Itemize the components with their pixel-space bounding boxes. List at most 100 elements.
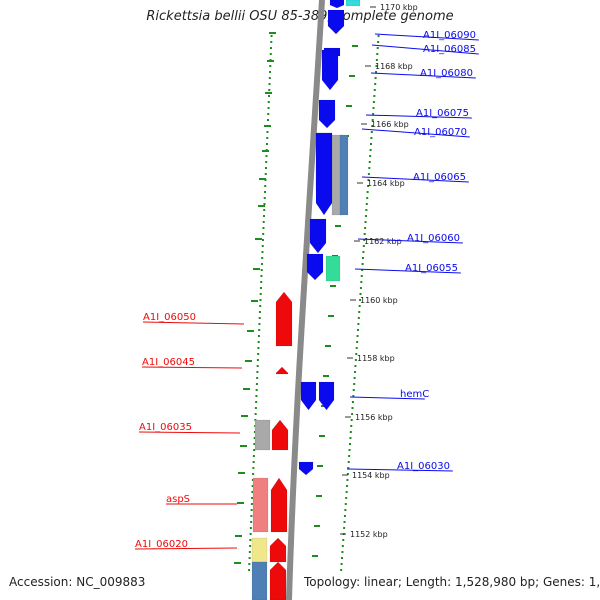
track-dot — [340, 563, 343, 565]
track-tick — [325, 345, 331, 347]
track-tick — [317, 465, 323, 467]
track-dot — [375, 59, 378, 61]
track-dot — [356, 335, 359, 337]
gene-arrow — [329, 0, 345, 9]
track-dot — [261, 245, 264, 247]
track-dot — [261, 239, 264, 241]
track-dot — [359, 299, 362, 301]
track-tick — [346, 105, 352, 107]
track-dot — [254, 413, 257, 415]
track-dot — [256, 365, 259, 367]
track-dot — [267, 107, 270, 109]
track-dot — [268, 83, 271, 85]
track-dot — [347, 467, 350, 469]
track-dot — [367, 179, 370, 181]
track-tick — [316, 495, 322, 497]
gene-arrow — [300, 381, 317, 411]
track-dot — [263, 203, 266, 205]
track-tick — [319, 435, 325, 437]
track-dot — [377, 35, 380, 37]
track-dot — [256, 359, 259, 361]
track-tick — [238, 472, 245, 474]
track-dot — [353, 377, 356, 379]
track-dot — [256, 377, 259, 379]
track-dot — [341, 551, 344, 553]
track-dot — [369, 143, 372, 145]
gene-label: A1I_06080 — [420, 68, 473, 79]
track-dot — [249, 545, 252, 547]
track-tick — [243, 388, 250, 390]
gene-label: A1I_06090 — [423, 30, 476, 41]
track-dot — [360, 275, 363, 277]
track-dot — [356, 341, 359, 343]
track-dot — [344, 503, 347, 505]
track-dot — [260, 275, 263, 277]
track-dot — [343, 527, 346, 529]
track-dot — [349, 437, 352, 439]
genome-summary-text: Topology: linear; Length: 1,528,980 bp; … — [304, 575, 600, 589]
track-tick — [265, 92, 272, 94]
gene-arrow — [318, 381, 335, 411]
track-dot — [346, 485, 349, 487]
gene-label: A1I_06045 — [142, 357, 195, 368]
gene-block — [252, 477, 269, 533]
track-dot — [357, 317, 360, 319]
gene-arrow — [269, 561, 287, 600]
gene-blocks — [251, 0, 361, 600]
track-dot — [352, 389, 355, 391]
track-dot — [369, 155, 372, 157]
track-dot — [354, 371, 357, 373]
track-dot — [373, 95, 376, 97]
track-dot — [252, 461, 255, 463]
track-dot — [260, 269, 263, 271]
gene-label: A1I_06050 — [143, 312, 196, 323]
gene-label: A1I_06030 — [397, 461, 450, 472]
track-dot — [345, 497, 348, 499]
label-leader-line — [370, 72, 476, 79]
track-dot — [351, 407, 354, 409]
gene-arrow — [271, 419, 289, 451]
gene-label: hemC — [400, 389, 429, 400]
gene-label: A1I_06065 — [413, 172, 466, 183]
track-dot — [364, 227, 367, 229]
track-dot — [376, 47, 379, 49]
track-dot — [263, 191, 266, 193]
track-dot — [257, 341, 260, 343]
track-dot — [267, 113, 270, 115]
track-dot — [361, 269, 364, 271]
track-dot — [350, 419, 353, 421]
track-dot — [250, 509, 253, 511]
label-leader-line — [142, 321, 245, 325]
track-dot — [370, 131, 373, 133]
track-dot — [263, 197, 266, 199]
track-dot — [259, 287, 262, 289]
gene-block — [254, 419, 271, 451]
track-dot — [268, 89, 271, 91]
track-dot — [355, 347, 358, 349]
gene-block — [251, 561, 268, 600]
scale-tick-label: 1158 kbp — [357, 354, 395, 363]
track-dot — [250, 515, 253, 517]
track-dot — [259, 299, 262, 301]
track-dot — [250, 521, 253, 523]
track-dot — [262, 221, 265, 223]
track-tick — [335, 225, 341, 227]
track-tick — [259, 178, 266, 180]
track-dot — [370, 137, 373, 139]
track-dot — [248, 569, 251, 571]
track-dot — [351, 413, 354, 415]
gene-arrow — [309, 218, 327, 254]
track-dot — [255, 389, 258, 391]
track-dot — [355, 353, 358, 355]
track-dot — [248, 557, 251, 559]
track-dot — [343, 515, 346, 517]
track-dot — [254, 407, 257, 409]
label-leader-line — [354, 268, 461, 274]
track-tick — [312, 555, 318, 557]
track-dot — [270, 41, 273, 43]
track-dot — [248, 563, 251, 565]
track-dot — [360, 281, 363, 283]
feature-track-dots — [234, 32, 380, 571]
track-tick — [328, 315, 334, 317]
track-dot — [267, 119, 270, 121]
